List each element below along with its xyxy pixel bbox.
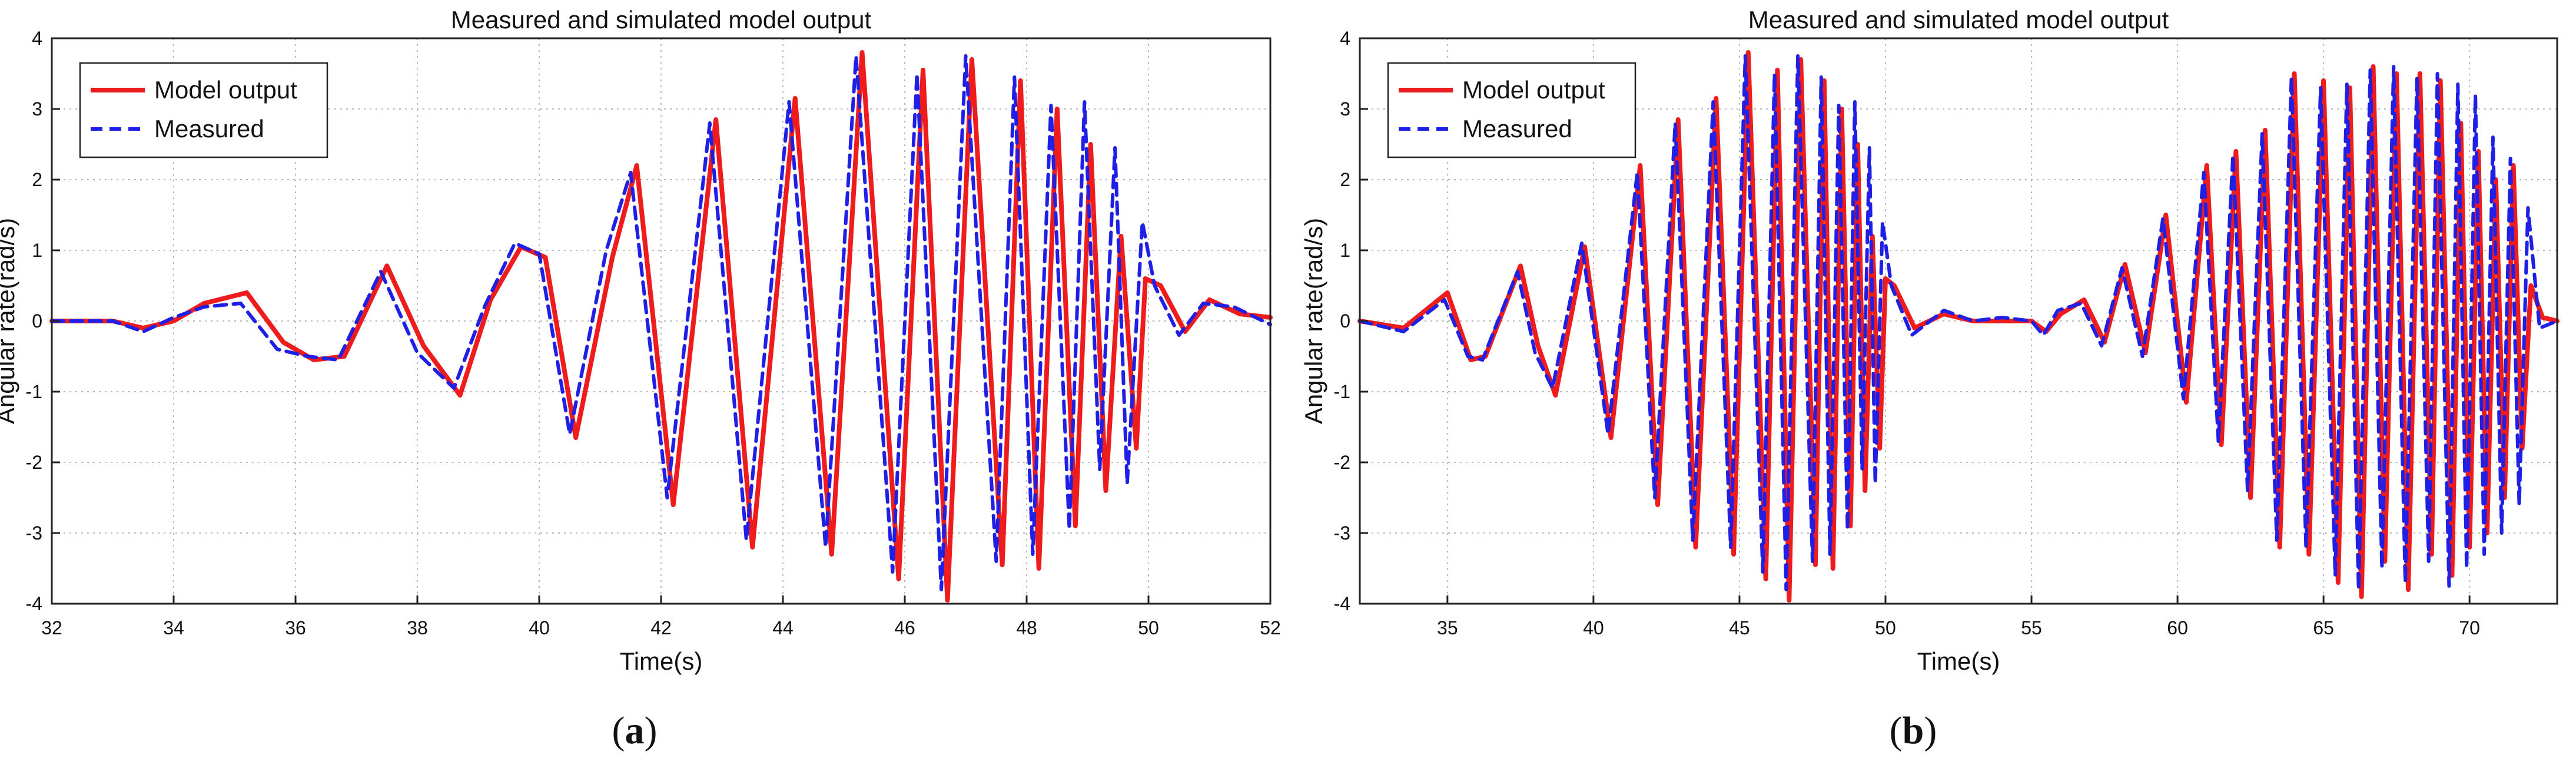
y-tick-label: 3 — [32, 98, 42, 120]
series-measured-line — [1358, 54, 2559, 591]
y-tick-label: -2 — [1334, 452, 1350, 473]
panel-caption-b: (b) — [1890, 709, 1937, 752]
y-tick-label: 0 — [1340, 310, 1350, 332]
x-tick-label: 70 — [2459, 617, 2480, 638]
y-tick-label: -3 — [1334, 522, 1350, 544]
y-tick-label: -2 — [26, 452, 42, 473]
x-axis-label: Time(s) — [1917, 647, 2000, 675]
x-tick-label: 36 — [285, 617, 306, 638]
y-tick-label: 2 — [1340, 169, 1350, 190]
y-tick-label: 1 — [1340, 240, 1350, 261]
chart-panel-b: 35 40 45 50 55 60 65 70 -4 -3 -2 -1 0 1 2 3 4 Measured an… — [1300, 6, 2560, 675]
y-tick-label: 3 — [1340, 98, 1350, 120]
y-tick-label: 0 — [32, 310, 42, 332]
series-model-output-line — [49, 50, 1273, 603]
x-tick-label: 60 — [2167, 617, 2188, 638]
x-tick-label: 40 — [529, 617, 550, 638]
y-tick-label: -4 — [1334, 593, 1350, 614]
x-tick-label: 45 — [1729, 617, 1750, 638]
legend: Model output Measured — [79, 62, 328, 158]
legend-label-model-output: Model output — [1462, 76, 1605, 104]
legend-label-model-output: Model output — [154, 76, 297, 104]
y-tick-label: -4 — [26, 593, 42, 614]
x-tick-label: 55 — [2021, 617, 2042, 638]
y-tick-label: -3 — [26, 522, 42, 544]
x-tick-label: 48 — [1016, 617, 1037, 638]
x-axis-label: Time(s) — [620, 647, 703, 675]
x-tick-label: 52 — [1260, 617, 1281, 638]
series-measured-line — [50, 54, 1272, 591]
x-tick-label: 44 — [772, 617, 794, 638]
y-tick-label: 4 — [32, 28, 42, 49]
panel-caption-a: (a) — [612, 709, 658, 752]
legend: Model output Measured — [1387, 62, 1636, 158]
legend-label-measured: Measured — [1462, 115, 1572, 143]
x-tick-label: 35 — [1437, 617, 1458, 638]
x-tick-label: 34 — [163, 617, 184, 638]
chart-title: Measured and simulated model output — [1748, 6, 2169, 34]
y-tick-label: 2 — [32, 169, 42, 190]
legend-box — [79, 62, 328, 158]
y-axis-label: Angular rate(rad/s) — [1300, 218, 1327, 424]
x-tick-label: 46 — [894, 617, 915, 638]
y-tick-label: -1 — [26, 381, 42, 402]
x-tick-label: 50 — [1138, 617, 1159, 638]
y-tick-label: -1 — [1334, 381, 1350, 402]
legend-label-measured: Measured — [154, 115, 264, 143]
y-axis-label: Angular rate(rad/s) — [0, 218, 19, 424]
y-tick-label: 4 — [1340, 28, 1350, 49]
chart-title: Measured and simulated model output — [451, 6, 872, 34]
x-tick-label: 50 — [1875, 617, 1896, 638]
series-model-output-line — [1357, 50, 2560, 603]
x-tick-label: 42 — [650, 617, 672, 638]
x-tick-label: 32 — [41, 617, 62, 638]
legend-box — [1387, 62, 1636, 158]
x-tick-label: 40 — [1583, 617, 1604, 638]
chart-panel-a: 32 34 36 38 40 42 44 46 48 50 52-4-3-2-101234Measu… — [0, 6, 1281, 675]
y-tick-label: 1 — [32, 240, 42, 261]
x-tick-label: 65 — [2313, 617, 2334, 638]
x-tick-label: 38 — [407, 617, 428, 638]
